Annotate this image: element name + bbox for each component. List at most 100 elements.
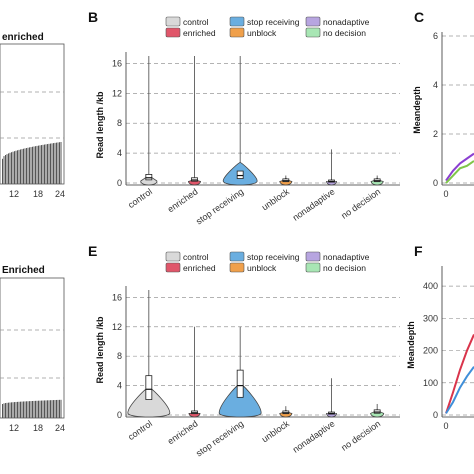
legend-swatch [229,27,245,38]
y-tick-label: 0 [117,178,122,188]
bar [15,150,17,184]
panel-f-ylabel: Meandepth [406,321,416,369]
bar [6,154,8,184]
y-tick-label: 0 [433,178,438,188]
bar [50,400,51,418]
legend-label: nonadaptive [323,252,370,262]
series-line [445,160,474,184]
bar [59,142,60,184]
violin-box [145,174,153,181]
panel-c-ylabel: Meandepth [412,86,422,134]
bar [56,399,57,418]
bar [26,401,27,418]
bar [48,143,50,184]
bar [5,403,6,418]
bar [41,400,42,418]
bar [27,401,29,418]
left-bottom-panel: Enriched 12 18 24 [0,265,65,433]
panel-f: F Meandepth 0 100 200 300 400 0 [406,243,474,431]
bar [32,146,33,184]
bar [21,149,23,184]
legend-swatch [229,262,245,273]
x-tick-label: stop receiving [194,418,245,458]
bar [35,400,36,418]
bar [11,402,12,418]
x-tick-label: stop receiving [194,186,245,226]
bar [38,400,39,418]
legend-label: control [183,17,209,27]
x-tick-label: no decision [339,186,382,220]
bar [23,401,24,418]
bar [33,146,35,184]
violin-body [127,386,171,418]
y-tick-label: 200 [423,346,438,356]
panel-c: C Meandepth 0 2 4 6 0 [412,9,474,199]
left-bottom-xtick: 12 [9,423,19,433]
bar [38,145,39,184]
bar [42,400,44,418]
bar [2,158,3,184]
legend-swatch [165,27,181,38]
bar [35,146,36,184]
series-line [445,152,474,182]
bar [42,144,44,184]
bar [44,400,45,418]
panel-b-letter: B [88,9,98,25]
legend-swatch [229,251,245,262]
x-tick-label: enriched [166,418,200,446]
legend-swatch [305,262,321,273]
legend-swatch [305,27,321,38]
bar [8,153,9,184]
y-tick-label: 8 [117,351,122,361]
panel-e: E control stop receiving nonadaptive enrich… [88,243,400,458]
bar [3,156,5,184]
y-tick-label: 16 [112,292,122,302]
bar [60,399,62,418]
bar [60,142,62,184]
bar [41,145,42,184]
bar [12,151,14,184]
panel-e-legend: control stop receiving nonadaptive enriched… [165,251,370,273]
bar [26,148,27,184]
bar [27,147,29,184]
bar [53,143,54,184]
bar [20,401,21,418]
bar [12,402,14,418]
left-top-bars [2,142,62,184]
bar [24,148,26,184]
bar [39,145,41,184]
x-tick-label: nonadaptive [291,186,337,222]
x-tick-label: control [126,186,154,210]
panel-f-letter: F [414,243,423,259]
bar [15,401,17,418]
bar [2,404,3,418]
y-tick-label: 300 [423,313,438,323]
bar [51,143,53,184]
bar [45,400,47,418]
y-tick-label: 4 [117,148,122,158]
bar [18,401,20,418]
y-tick-label: 12 [112,322,122,332]
panel-b-ylabel: Read length /kb [95,91,105,159]
bar [47,400,48,418]
bar [6,402,8,418]
left-bottom-frame [0,277,65,419]
y-tick-label: 0 [117,410,122,420]
bar [57,142,59,184]
bar [3,403,5,418]
bar [56,142,57,184]
violin-box [145,375,153,400]
bar [47,144,48,184]
left-top-xtick: 24 [55,189,65,199]
x-tick-label: control [126,418,154,442]
legend-swatch [305,16,321,27]
bar [45,144,47,184]
legend-label: enriched [183,263,216,273]
panel-e-ylabel: Read length /kb [95,316,105,384]
legend-label: stop receiving [247,17,300,27]
x-tick-label: unblock [260,418,292,444]
bar [54,142,56,184]
panel-b-legend: control stop receiving nonadaptive enriched… [165,16,370,38]
left-top-xtick: 18 [33,189,43,199]
bar [32,400,33,418]
